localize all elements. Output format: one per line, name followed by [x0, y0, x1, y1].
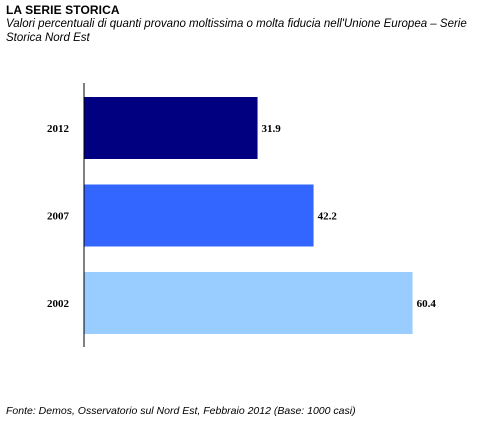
bars-group: 2012 31.9 2007 42.2 2002 60.4: [47, 97, 436, 334]
category-label-2012: 2012: [47, 123, 70, 135]
chart-title: LA SERIE STORICA: [6, 3, 120, 17]
category-label-2002: 2002: [47, 298, 70, 310]
value-label-2012: 31.9: [262, 123, 282, 135]
chart-source: Fonte: Demos, Osservatorio sul Nord Est,…: [6, 405, 356, 417]
bar-2007: [84, 184, 314, 247]
value-label-2002: 60.4: [417, 298, 437, 310]
bar-2002: [84, 272, 413, 334]
category-label-2007: 2007: [47, 211, 70, 223]
value-label-2007: 42.2: [318, 211, 338, 223]
chart-subtitle: Valori percentuali di quanti provano mol…: [6, 18, 467, 44]
bar-2012: [84, 97, 258, 159]
